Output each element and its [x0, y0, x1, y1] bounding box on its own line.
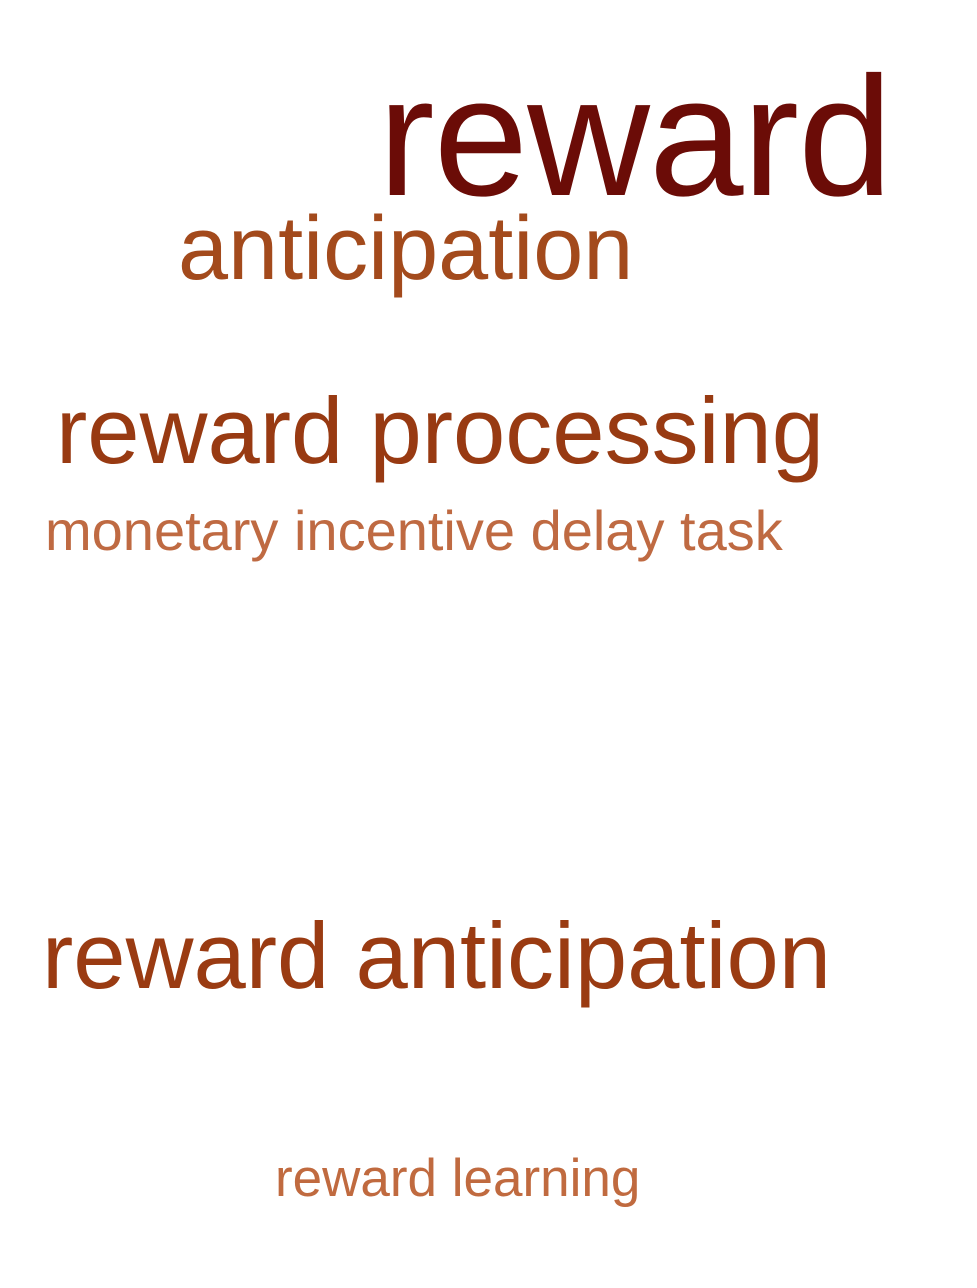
- word-reward: reward: [378, 42, 893, 232]
- word-anticipation: anticipation: [178, 199, 634, 299]
- word-reward-learning: reward learning: [275, 1149, 641, 1208]
- word-monetary-incentive-delay-task: monetary incentive delay task: [45, 499, 783, 562]
- word-reward-anticipation: reward anticipation: [42, 903, 831, 1008]
- word-reward-processing: reward processing: [56, 378, 825, 483]
